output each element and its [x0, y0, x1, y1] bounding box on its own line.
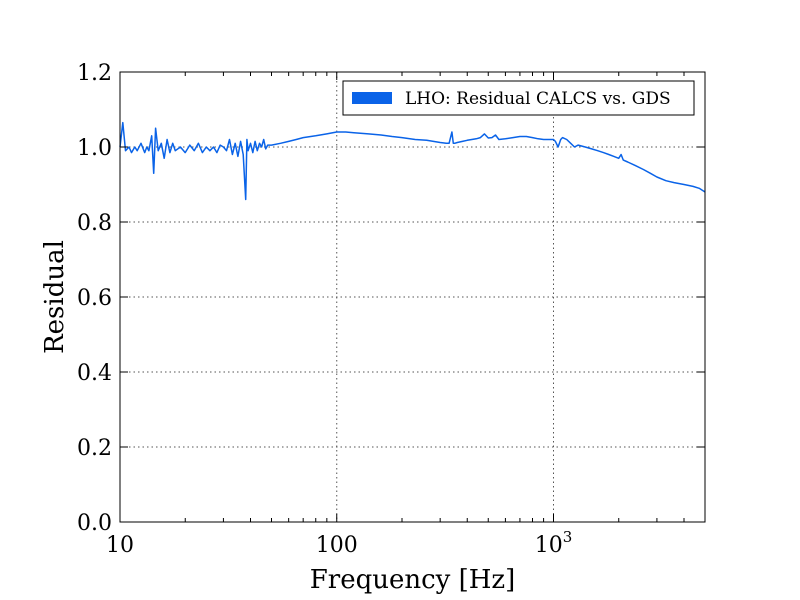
- y-tick-label: 1.2: [77, 61, 112, 86]
- y-tick-label: 0.6: [77, 286, 112, 311]
- x-axis-label: Frequency [Hz]: [310, 565, 516, 595]
- x-tick-label: 100: [316, 533, 358, 558]
- grid-layer: [120, 72, 705, 522]
- series-layer: [119, 121, 706, 201]
- legend-box: [342, 80, 695, 116]
- y-axis-label: Residual: [40, 240, 70, 354]
- legend: LHO: Residual CALCS vs. GDS: [342, 80, 695, 116]
- y-tick-label: 0.4: [77, 361, 112, 386]
- y-tick-label: 0.8: [77, 211, 112, 236]
- y-tick-label: 1.0: [77, 136, 112, 161]
- y-tick-label: 0.2: [77, 436, 112, 461]
- x-tick-label: 10: [106, 533, 134, 558]
- legend-swatch: [352, 92, 392, 104]
- tick-layer: 0.00.20.40.60.81.01.210 100 103: [77, 61, 705, 558]
- y-tick-label: 0.0: [77, 511, 112, 536]
- legend-label: LHO: Residual CALCS vs. GDS: [405, 89, 671, 109]
- series-line: [119, 121, 706, 201]
- label-layer: Frequency [Hz] Residual: [40, 240, 515, 595]
